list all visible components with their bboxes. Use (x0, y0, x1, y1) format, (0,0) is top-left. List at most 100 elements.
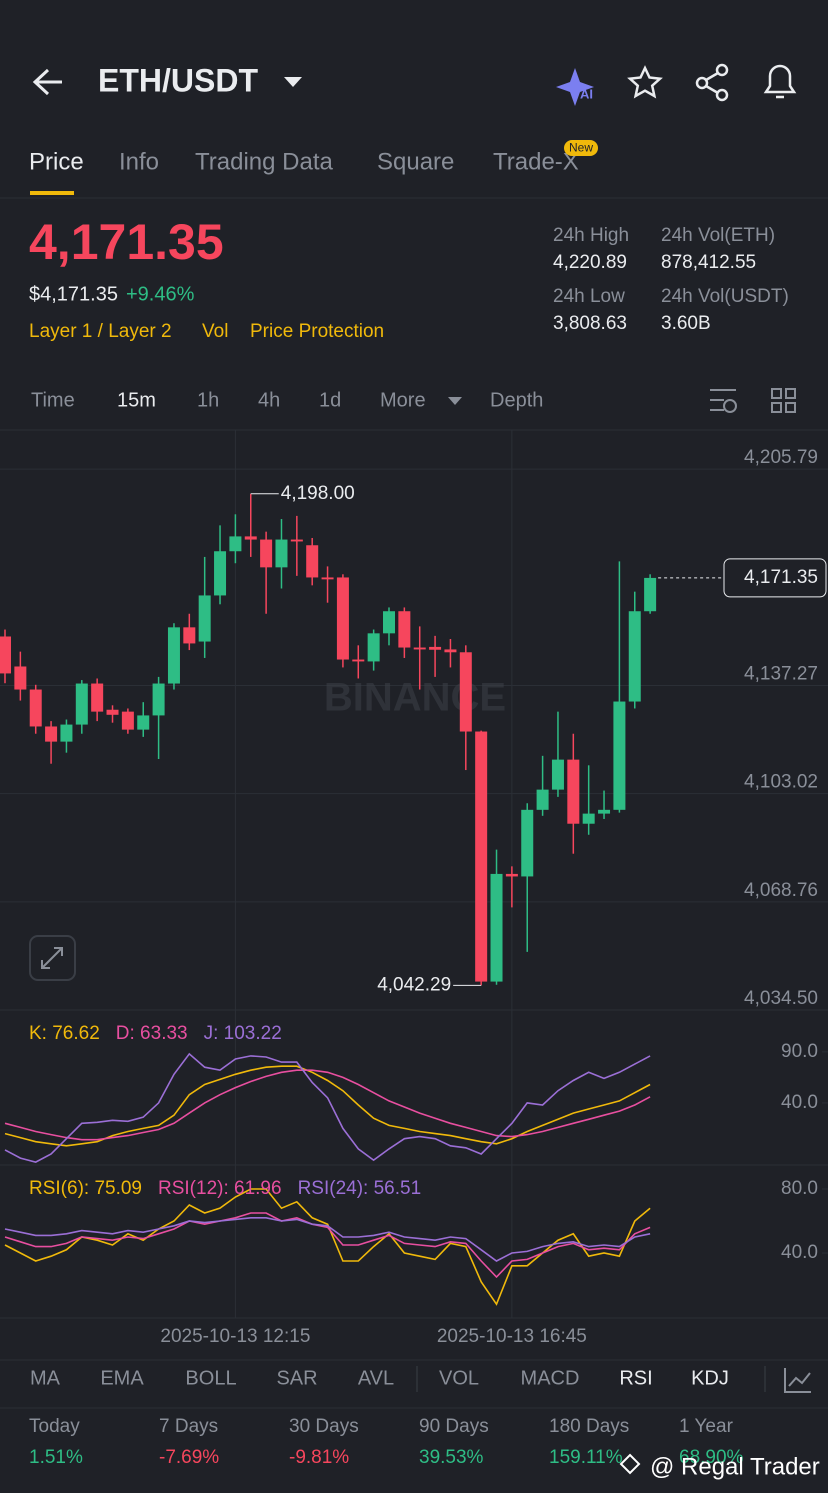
legend-entry: RSI(24): 56.51 (298, 1178, 422, 1199)
tag[interactable]: Vol (202, 321, 228, 342)
indicator-tab[interactable]: VOL (439, 1367, 479, 1389)
alert-icon[interactable] (763, 64, 797, 99)
interval[interactable]: 1d (319, 389, 341, 411)
legend-entry: K: 76.62 (29, 1023, 100, 1044)
stat-value: 4,220.89 (553, 252, 627, 273)
y-tick-label: 4,103.02 (744, 772, 818, 793)
favorite-icon[interactable] (627, 65, 663, 99)
performance-label: 30 Days (289, 1416, 359, 1437)
candle-body (137, 715, 150, 730)
chart-settings-icon[interactable] (710, 389, 737, 413)
y-tick-label: 4,205.79 (744, 447, 818, 468)
interval[interactable]: More (380, 389, 426, 411)
watermark-logo (619, 1453, 641, 1475)
tab[interactable]: Trade-X (493, 148, 579, 175)
usd-price: $4,171.35 (29, 283, 118, 305)
performance-value: 39.53% (419, 1447, 484, 1468)
tab[interactable]: Trading Data (195, 148, 334, 175)
legend-entry: D: 63.33 (116, 1023, 188, 1044)
performance-label: 7 Days (159, 1416, 218, 1437)
x-tick-label: 2025-10-13 12:15 (160, 1326, 310, 1347)
candle-body (582, 813, 595, 824)
indicator-line (4, 1217, 651, 1262)
tab[interactable]: Square (377, 148, 454, 175)
last-price-box (723, 558, 827, 598)
indicator-tab[interactable]: KDJ (691, 1367, 729, 1389)
tab[interactable]: Price (29, 148, 84, 175)
candle-body (598, 809, 611, 814)
candle-body (91, 683, 104, 712)
candle-body (167, 627, 180, 684)
interval[interactable]: Time (31, 389, 75, 411)
low-label: 4,042.29 (377, 974, 451, 995)
legend-entry: RSI(6): 75.09 (29, 1178, 142, 1199)
indicator-line (4, 1212, 651, 1279)
y-tick-label: 4,034.50 (744, 988, 818, 1009)
candle-body (29, 689, 42, 727)
interval[interactable]: 15m (117, 389, 156, 411)
tag[interactable]: Price Protection (250, 321, 384, 342)
candle-body (567, 759, 580, 824)
candle-body (121, 711, 134, 730)
y-tick-label: 80.0 (781, 1178, 818, 1199)
legend-entry: J: 103.22 (204, 1023, 282, 1044)
indicator-tab[interactable]: AVL (358, 1367, 394, 1389)
candle-body (429, 646, 442, 650)
interval[interactable]: Depth (490, 389, 543, 411)
candle-body (459, 652, 472, 732)
candle-body (521, 809, 534, 877)
interval[interactable]: 4h (258, 389, 280, 411)
chart-watermark: BINANCE (324, 676, 506, 720)
candle-body (244, 536, 257, 540)
stat-label: 24h Vol(ETH) (661, 225, 775, 246)
tab[interactable]: Info (119, 148, 159, 175)
pair-title[interactable]: ETH/USDT (98, 62, 258, 98)
indicator-tab[interactable]: MACD (521, 1367, 580, 1389)
new-badge-text: New (569, 141, 593, 155)
candle-body (444, 649, 457, 653)
candle-body (490, 873, 503, 982)
candle-body (290, 539, 303, 542)
candle-body (367, 633, 380, 662)
y-tick-label: 90.0 (781, 1041, 818, 1062)
share-icon[interactable] (695, 63, 729, 102)
last-price-label: 4,171.35 (744, 567, 818, 588)
indicator-tab[interactable]: MA (30, 1367, 61, 1389)
indicator-tab[interactable]: EMA (100, 1367, 144, 1389)
stat-value: 3.60B (661, 313, 711, 334)
indicator-tab[interactable]: RSI (619, 1367, 652, 1389)
candle-body (275, 539, 288, 568)
pair-caret[interactable] (284, 77, 302, 87)
candle-body (0, 636, 11, 674)
watermark: @ Regal Trader (650, 1453, 820, 1480)
indicator-tab[interactable]: SAR (276, 1367, 317, 1389)
candle-body (336, 577, 349, 660)
expand-button[interactable] (29, 935, 76, 981)
candle-body (475, 731, 488, 982)
high-label: 4,198.00 (281, 483, 355, 504)
performance-label: Today (29, 1416, 80, 1437)
last-price: 4,171.35 (29, 214, 224, 270)
candle-body (45, 726, 58, 742)
y-tick-label: 40.0 (781, 1092, 818, 1113)
candle-body (551, 759, 564, 790)
tab-underline (30, 191, 74, 195)
indicator-settings-icon[interactable] (784, 1368, 811, 1393)
candle-body (398, 611, 411, 648)
indicator-line (4, 1069, 651, 1141)
back-button[interactable] (32, 68, 62, 96)
candle-body (413, 647, 426, 650)
candle-body (260, 539, 273, 568)
performance-label: 1 Year (679, 1416, 734, 1437)
more-caret[interactable] (448, 397, 462, 405)
indicator-tab[interactable]: BOLL (185, 1367, 236, 1389)
y-tick-label: 40.0 (781, 1242, 818, 1263)
ai-icon[interactable]: AI (556, 68, 594, 106)
layout-icon[interactable] (771, 388, 796, 413)
candle-body (198, 595, 211, 642)
stat-label: 24h High (553, 225, 629, 246)
tag[interactable]: Layer 1 / Layer 2 (29, 321, 172, 342)
interval[interactable]: 1h (197, 389, 219, 411)
performance-value: 68.90% (679, 1447, 744, 1468)
